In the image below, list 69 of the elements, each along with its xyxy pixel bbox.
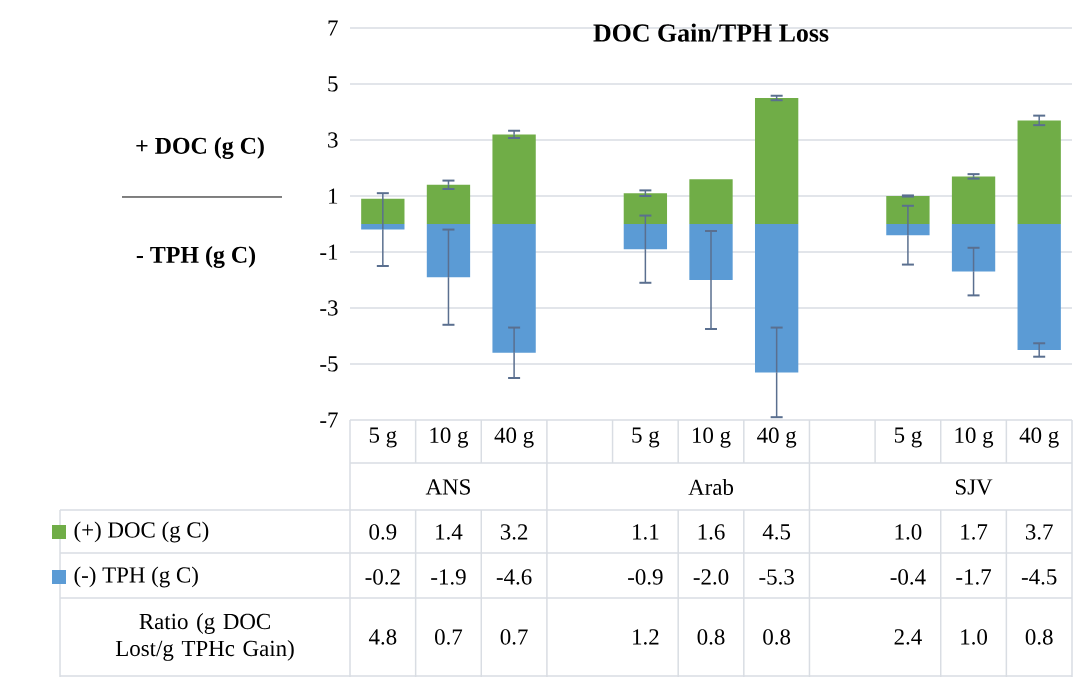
data-label: -4.5 <box>1021 569 1057 585</box>
y-tick-label: -3 <box>320 300 338 316</box>
y-tick-label: 5 <box>328 76 338 92</box>
text: Ratio (g DOC Lost/g TPHc Gain) <box>115 613 294 661</box>
bar <box>623 223 668 250</box>
x-tick-label: 10 g <box>692 427 731 448</box>
x-tick-label: 5 g <box>894 427 922 448</box>
y-axis-title: + DOC (g C) <box>136 137 264 159</box>
bar <box>1017 223 1061 350</box>
text: 0.8 <box>1025 629 1053 645</box>
bar <box>623 193 668 224</box>
data-label: 1.6 <box>698 524 725 540</box>
data-label: -0.2 <box>365 569 400 585</box>
bar <box>1017 120 1061 224</box>
data-label: 1.4 <box>436 524 463 540</box>
text: 1.0 <box>961 629 988 645</box>
bar <box>754 223 799 373</box>
text: 0.7 <box>500 629 528 645</box>
text: 4.8 <box>368 629 397 645</box>
bar <box>951 223 996 272</box>
y-tick-label: -1 <box>320 244 338 260</box>
data-label: 3.7 <box>1025 524 1053 540</box>
x-tick-label: 10 g <box>430 427 469 448</box>
text: 0.8 <box>763 629 791 645</box>
chart-title: DOC Gain/TPH Loss <box>593 23 829 42</box>
text: 0.7 <box>435 629 463 645</box>
bar <box>426 184 471 224</box>
data-label: 1.0 <box>895 524 922 540</box>
text: 1.2 <box>633 629 659 645</box>
x-tick-label: 40 g <box>1019 427 1059 448</box>
bar <box>361 223 405 230</box>
x-tick-label: 5 g <box>632 427 660 448</box>
legend-label: (-) TPH (g C) <box>74 566 198 588</box>
data-label: 4.5 <box>762 524 791 540</box>
bar <box>361 198 405 224</box>
y-tick-label: 1 <box>329 188 338 204</box>
bar <box>754 97 799 224</box>
x-tick-label: 40 g <box>494 427 534 448</box>
data-label: -2.0 <box>693 569 729 585</box>
bar <box>886 223 930 236</box>
data-label: -4.6 <box>496 569 532 585</box>
bar <box>886 195 930 224</box>
x-tick-label: 10 g <box>955 427 994 448</box>
data-label: 0.9 <box>369 524 397 540</box>
data-label: 1.7 <box>961 524 988 540</box>
data-label: 1.1 <box>633 524 659 540</box>
data-label: -0.9 <box>628 569 663 585</box>
y-tick-label: -5 <box>320 356 338 372</box>
bar <box>951 176 996 224</box>
y-tick-label: -7 <box>320 412 338 428</box>
data-label: -5.3 <box>759 569 794 585</box>
data-label: -1.7 <box>956 569 992 585</box>
x-tick-label: 5 g <box>369 427 397 448</box>
data-label: 3.2 <box>500 524 528 540</box>
data-label: -1.9 <box>431 569 466 585</box>
text: 0.8 <box>697 629 725 645</box>
text: - TPH (g C) <box>136 246 256 268</box>
text: Arab <box>688 478 734 496</box>
text: ANS <box>425 479 470 495</box>
y-tick-label: 7 <box>328 20 338 36</box>
bar <box>689 179 733 224</box>
text: SJV <box>955 479 993 495</box>
y-tick-label: 3 <box>328 132 338 148</box>
text: 2.4 <box>894 629 922 645</box>
bar <box>492 223 536 353</box>
bar <box>492 134 536 224</box>
data-label: -0.4 <box>890 569 926 585</box>
x-tick-label: 40 g <box>757 427 797 448</box>
legend-label: (+) DOC (g C) <box>74 521 209 543</box>
